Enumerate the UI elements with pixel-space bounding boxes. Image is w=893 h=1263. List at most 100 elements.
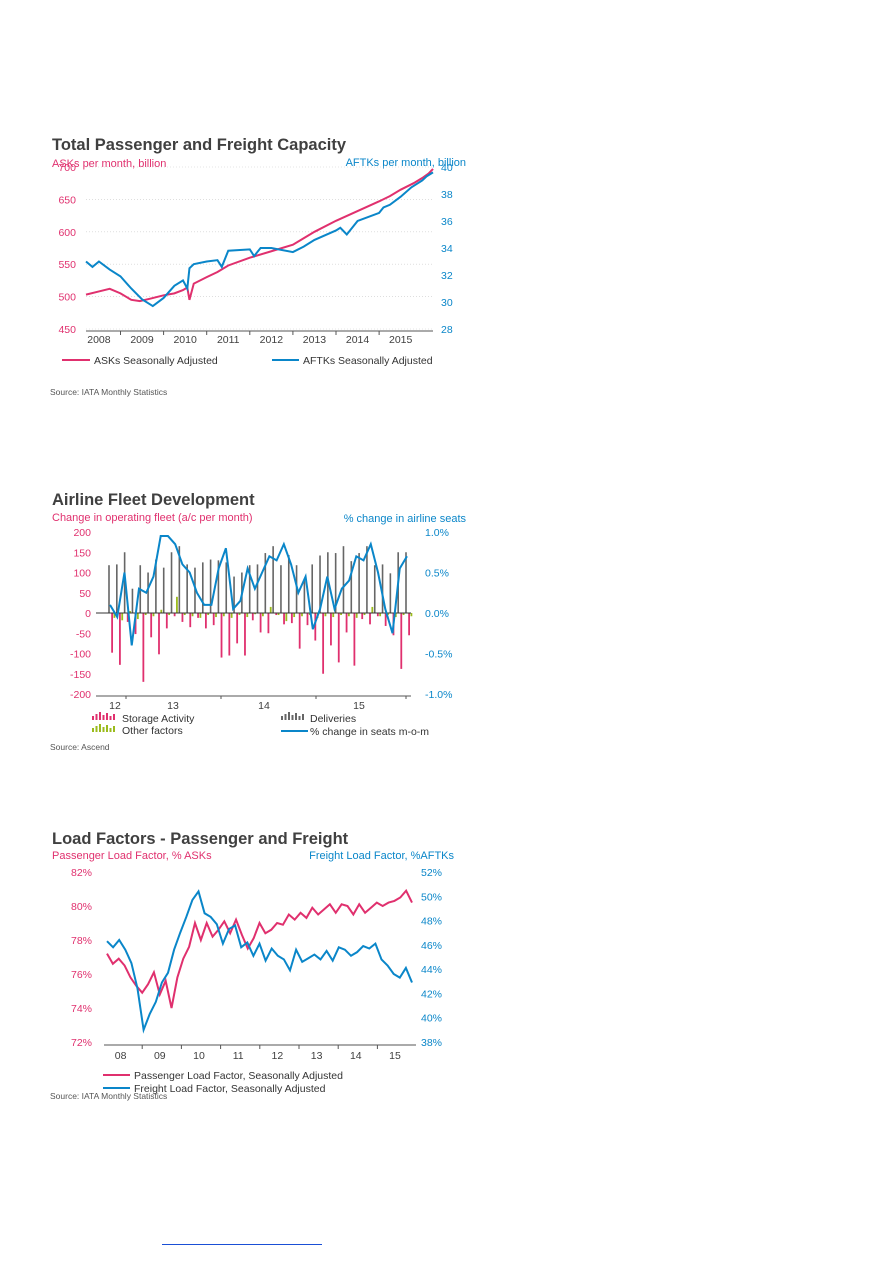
other-factors-bar [144, 613, 147, 616]
right-tick-label: 0.0% [425, 608, 449, 620]
storage-bar [150, 613, 153, 638]
source-note: Source: IATA Monthly Statistics [50, 387, 168, 397]
storage-bar [251, 613, 254, 621]
x-tick-label: 14 [350, 1050, 362, 1062]
x-tick-label: 14 [258, 700, 270, 712]
legend-swatch-other [92, 728, 94, 732]
storage-bar [142, 613, 145, 682]
other-factors-bar [355, 613, 358, 618]
storage-bar [353, 613, 356, 666]
left-tick-label: 500 [58, 292, 76, 304]
right-tick-label: 40% [421, 1013, 442, 1025]
other-factors-bar [238, 613, 241, 616]
legend-swatch-storage [92, 716, 94, 720]
delivery-bar [217, 560, 220, 613]
legend-swatch-deliveries [291, 715, 294, 720]
storage-bar [259, 613, 262, 633]
other-factors-bar [402, 613, 405, 616]
delivery-bar [225, 562, 228, 613]
left-axis-label: Passenger Load Factor, % ASKs [52, 850, 212, 862]
other-factors-bar [230, 613, 233, 618]
left-tick-label: 50 [79, 588, 91, 600]
storage-bar [173, 613, 176, 617]
x-tick-label: 2010 [173, 334, 197, 346]
storage-bar [236, 613, 239, 644]
right-tick-label: 46% [421, 940, 442, 952]
x-tick-label: 2009 [130, 334, 154, 346]
other-factors-bar [340, 613, 342, 616]
delivery-bar [366, 546, 368, 613]
other-factors-bar [199, 613, 202, 618]
other-factors-bar [191, 613, 194, 617]
right-tick-label: 42% [421, 988, 442, 1000]
left-tick-label: 72% [71, 1037, 92, 1049]
legend-label-freight: Freight Load Factor, Seasonally Adjusted [134, 1083, 326, 1095]
right-tick-label: 38 [441, 189, 453, 201]
storage-bar [111, 613, 113, 653]
other-factors-bar [293, 613, 296, 618]
storage-bar [126, 613, 129, 622]
storage-bar [314, 613, 317, 641]
x-tick-label: 08 [115, 1050, 127, 1062]
footnote-link-underline[interactable] [162, 1244, 322, 1245]
left-tick-label: 76% [71, 969, 92, 981]
delivery-bar [131, 588, 134, 613]
chart-title: Airline Fleet Development [52, 491, 255, 509]
other-factors-bar [152, 613, 155, 617]
right-tick-label: 40 [441, 162, 453, 174]
legend-swatch-storage [99, 712, 101, 720]
other-factors-bar [183, 613, 186, 616]
storage-bar [306, 613, 309, 626]
other-factors-bar [168, 613, 171, 616]
aftks-line [85, 171, 434, 308]
delivery-bar [162, 567, 165, 613]
delivery-bar [334, 553, 337, 613]
right-tick-label: 30 [441, 297, 453, 309]
delivery-bar [170, 552, 173, 613]
storage-bar [376, 613, 379, 617]
seat-change-line [109, 535, 408, 646]
delivery-bar [319, 555, 321, 613]
delivery-bar [373, 565, 376, 613]
storage-bar [189, 613, 192, 628]
delivery-bar [194, 567, 196, 613]
left-tick-label: 450 [58, 324, 76, 336]
asks-line [85, 168, 434, 303]
other-factors-bar [379, 613, 382, 617]
left-tick-label: 650 [58, 194, 76, 206]
right-axis-label: AFTKs per month, billion [345, 157, 466, 169]
storage-bar [298, 613, 301, 649]
storage-bar [204, 613, 207, 629]
legend-swatch-other [99, 724, 101, 732]
x-tick-label: 2013 [303, 334, 327, 346]
left-tick-label: 600 [58, 227, 76, 239]
legend-swatch-storage [109, 716, 112, 720]
left-tick-label: 78% [71, 935, 92, 947]
delivery-bar [233, 576, 235, 613]
right-tick-label: 52% [421, 867, 442, 879]
x-tick-label: 2015 [389, 334, 413, 346]
right-axis-label: Freight Load Factor, %AFTKs [309, 850, 454, 862]
x-tick-label: 12 [272, 1050, 284, 1062]
x-tick-label: 2012 [260, 334, 284, 346]
other-factors-bar [160, 609, 163, 613]
legend-swatch-deliveries [284, 714, 287, 720]
left-tick-label: -150 [70, 669, 91, 681]
freight-load-factor-line [106, 889, 413, 1034]
delivery-bar [350, 561, 353, 613]
storage-bar [283, 613, 285, 625]
fleet-chart: Airline Fleet Development Change in oper… [46, 491, 476, 761]
delivery-bar [108, 565, 110, 613]
storage-bar [408, 613, 410, 636]
legend-swatch-storage [106, 713, 108, 720]
capacity-chart: Total Passenger and Freight Capacity ASK… [46, 136, 476, 404]
storage-bar [244, 613, 246, 656]
capacity-plot: 450 500 550 600 650 700 28 30 32 34 36 38 40 2008 2009… [58, 162, 453, 367]
left-tick-label: -100 [70, 649, 91, 661]
source-note: Source: Ascend [50, 742, 110, 752]
legend-label-seats: % change in seats m-o-m [310, 726, 429, 738]
other-factors-bar [347, 613, 350, 617]
storage-bar [220, 613, 223, 658]
delivery-bar [116, 564, 118, 613]
load-factor-chart: Load Factors - Passenger and Freight Pas… [46, 830, 476, 1106]
